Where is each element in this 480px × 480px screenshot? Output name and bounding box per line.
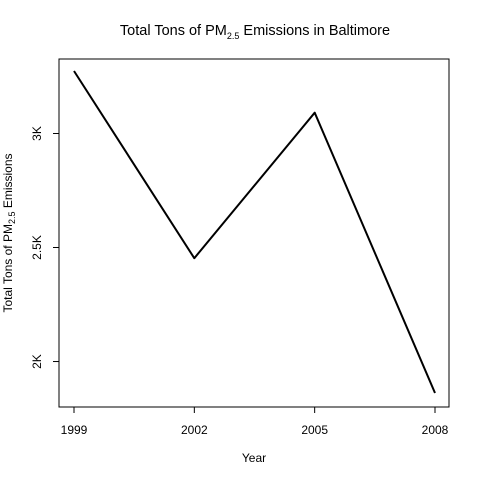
series-line <box>73 70 436 394</box>
y-axis: 2K 2.5K 3K <box>30 126 59 369</box>
x-tick-label: 2005 <box>301 423 328 437</box>
plot-frame <box>58 58 450 408</box>
x-tick-label: 2002 <box>181 423 208 437</box>
chart-title: Total Tons of PM2.5 Emissions in Baltimo… <box>120 23 390 41</box>
y-axis-label: Total Tons of PM2.5 Emissions <box>1 153 17 312</box>
y-tick-label: 2K <box>30 354 44 369</box>
x-tick-label: 2008 <box>422 423 449 437</box>
x-axis: 1999 2002 2005 2008 <box>61 407 449 437</box>
x-tick-label: 1999 <box>61 423 88 437</box>
series-group <box>73 70 436 394</box>
x-axis-label: Year <box>242 451 266 465</box>
y-tick-label: 3K <box>30 126 44 141</box>
y-tick-label: 2.5K <box>30 235 44 260</box>
